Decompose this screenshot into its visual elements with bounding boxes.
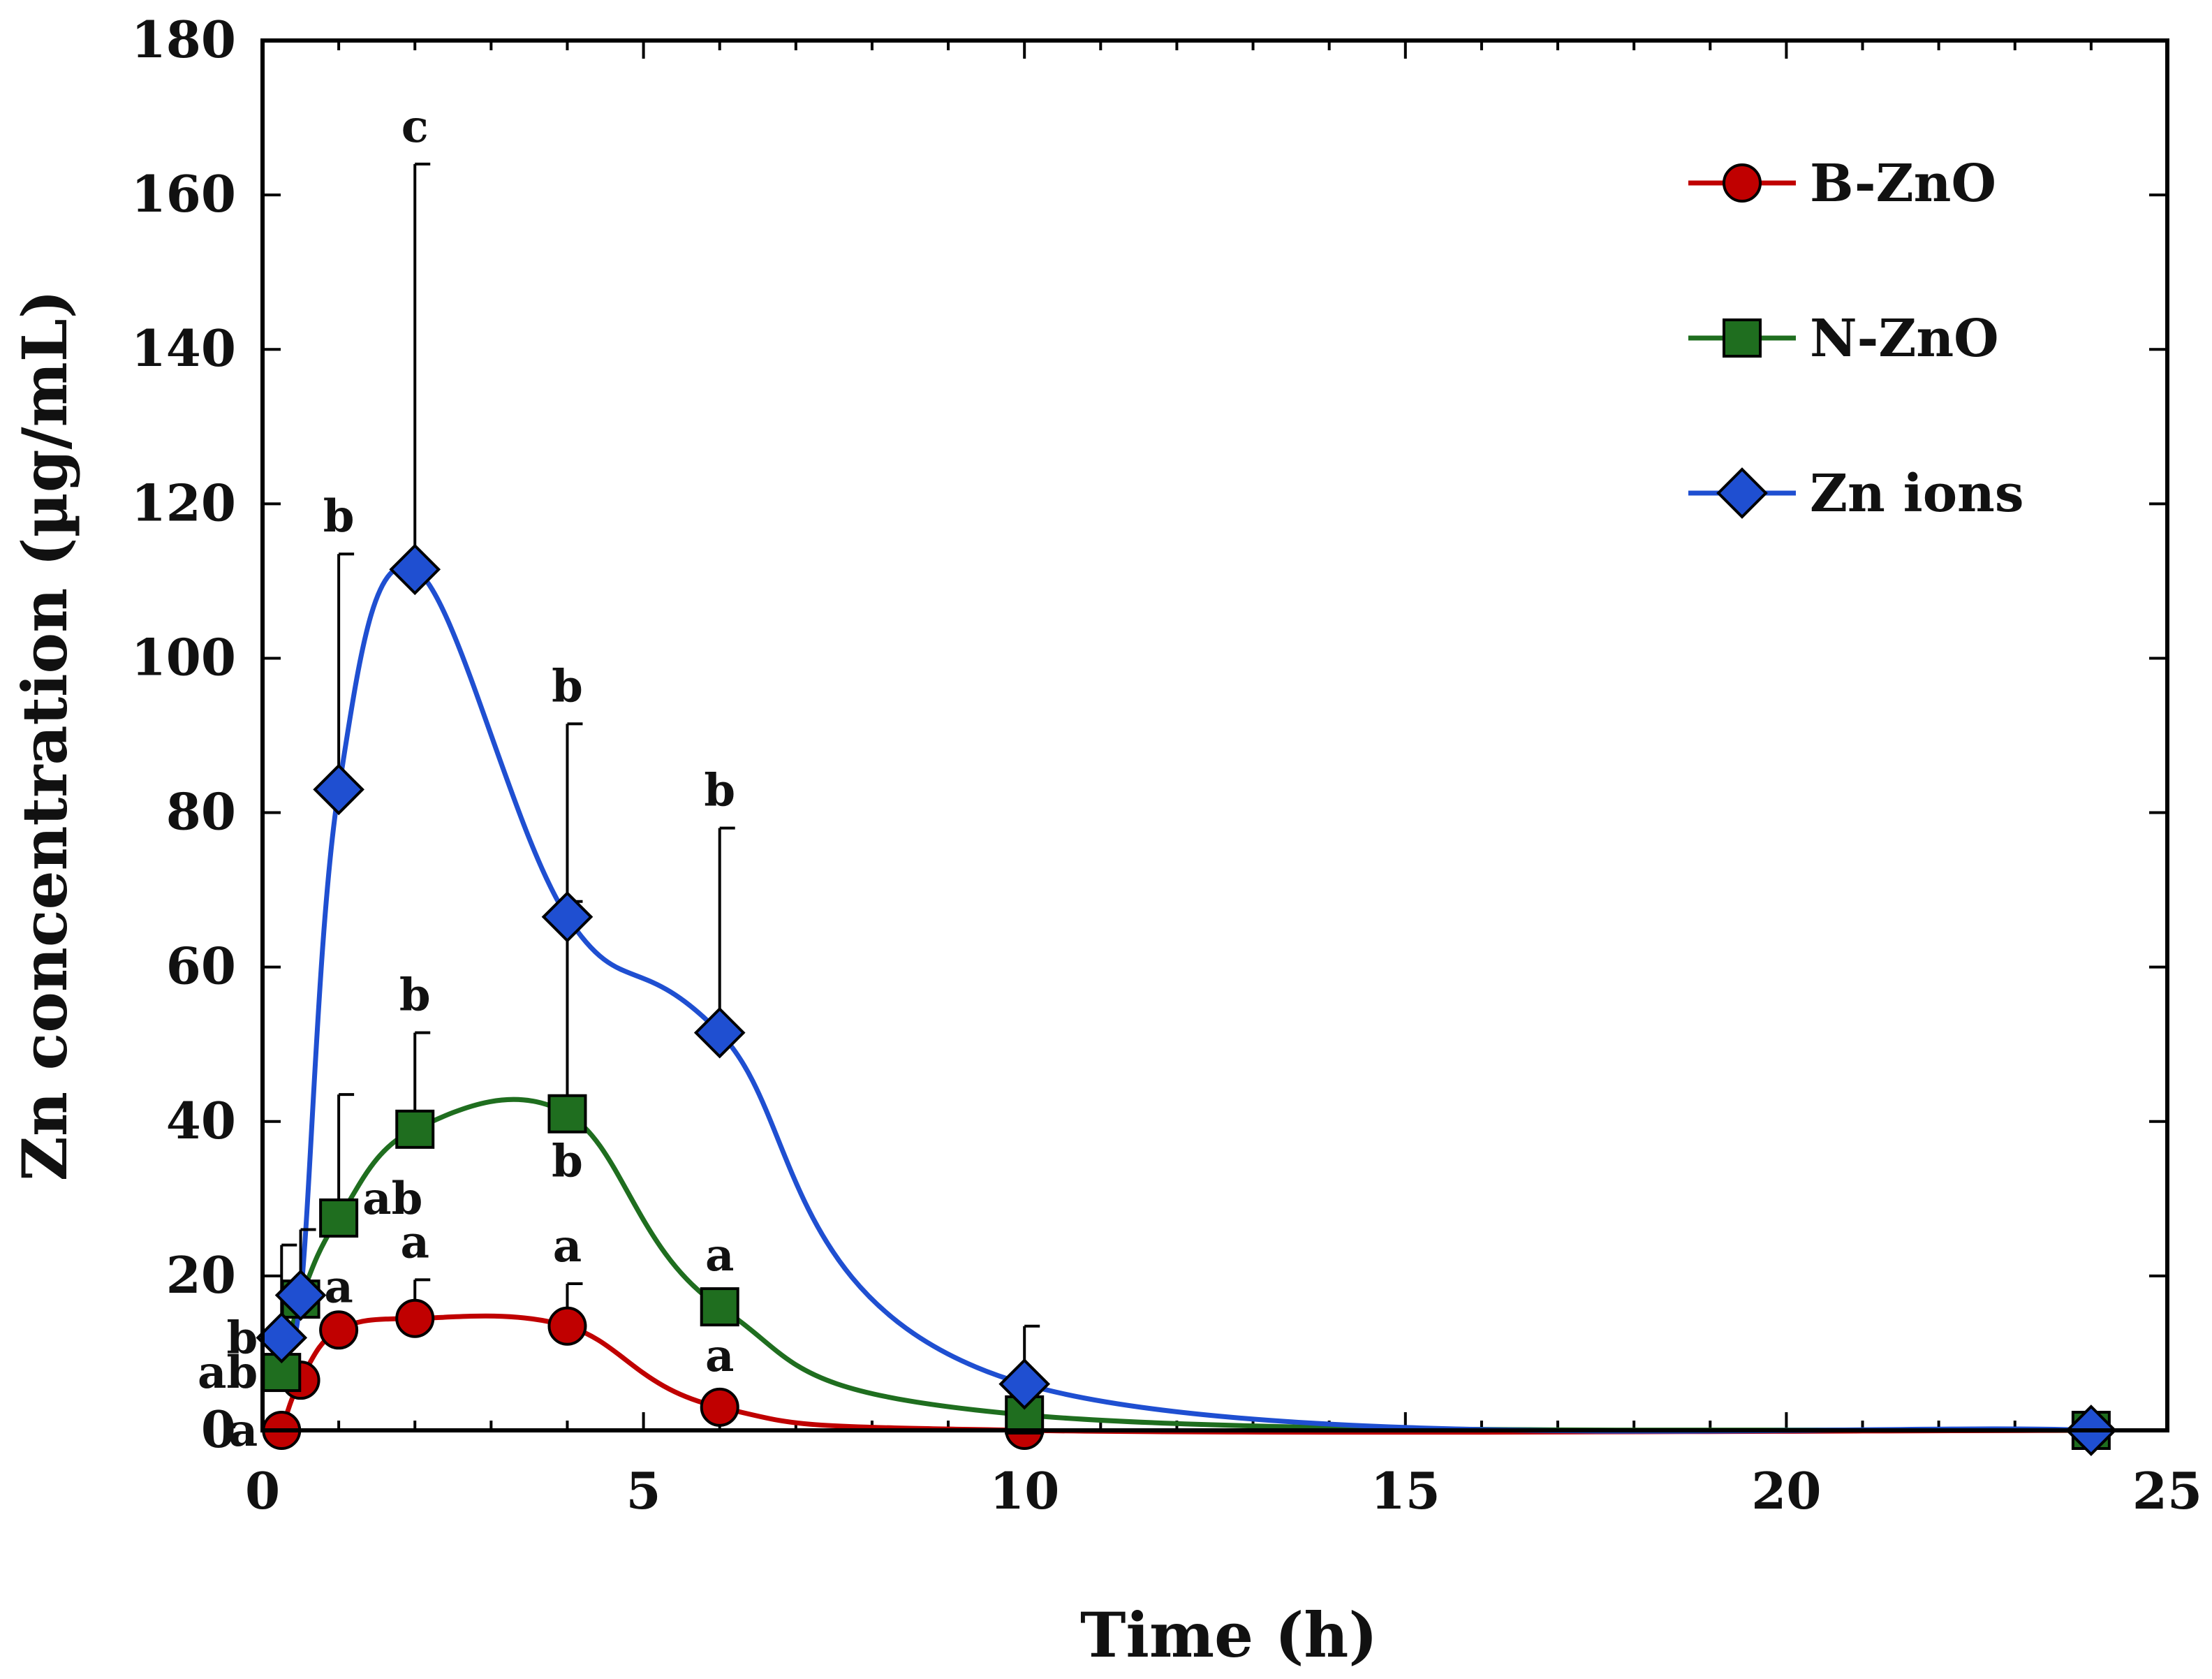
y-tick-label: 20: [166, 1245, 236, 1305]
data-point-zn-ions: [389, 543, 441, 596]
legend-label-zn-ions: Zn ions: [1810, 464, 2024, 524]
x-tick-label: 5: [626, 1461, 661, 1520]
significance-label: b: [323, 490, 355, 543]
legend: B-ZnO N-ZnO Zn ions: [1688, 154, 2024, 524]
legend-marker-n-zno: [1723, 318, 1762, 358]
y-tick-label: 160: [131, 164, 236, 223]
significance-label: b: [227, 1312, 258, 1364]
significance-label: a: [401, 1216, 429, 1268]
y-tick-label: 140: [131, 318, 236, 378]
x-tick-label: 20: [1751, 1461, 1821, 1520]
x-tick-label: 0: [245, 1461, 280, 1520]
legend-marker-b-zno: [1723, 163, 1762, 203]
significance-label: ab: [362, 1173, 422, 1225]
data-point-zn-ions: [998, 1358, 1051, 1410]
y-tick-label: 60: [166, 937, 236, 996]
significance-label: a: [324, 1261, 353, 1313]
data-point-zn-ions: [274, 1269, 327, 1321]
significance-label: a: [553, 1220, 582, 1273]
y-tick-label: 80: [166, 782, 236, 842]
significance-label: a: [705, 1330, 734, 1382]
data-point-zn-ions: [693, 1006, 746, 1059]
data-point-zn-ions: [541, 890, 593, 943]
legend-marker-zn-ions: [1716, 467, 1768, 519]
y-tick-label: 100: [131, 627, 236, 687]
data-point-n-zno: [319, 1198, 359, 1238]
y-tick-label: 120: [131, 473, 236, 532]
data-point-zn-ions: [313, 763, 364, 816]
x-axis-title: Time (h): [1080, 1599, 1378, 1671]
data-point-b-zno: [700, 1387, 739, 1427]
data-point-b-zno: [547, 1306, 587, 1346]
data-point-n-zno: [547, 1094, 587, 1134]
y-tick-label: 180: [131, 10, 236, 69]
x-tick-label: 25: [2132, 1461, 2202, 1520]
data-point-zn-ions: [256, 1312, 308, 1364]
significance-label: ab: [198, 1347, 258, 1399]
data-point-n-zno: [395, 1109, 435, 1149]
data-point-n-zno: [700, 1287, 739, 1327]
significance-label: b: [704, 765, 735, 817]
x-tick-label: 15: [1371, 1461, 1440, 1520]
significance-label: b: [552, 660, 583, 712]
significance-label: b: [552, 1136, 583, 1188]
plot-area-frame: [260, 38, 2169, 1432]
data-point-b-zno: [319, 1310, 359, 1350]
legend-label-b-zno: B-ZnO: [1810, 154, 1996, 214]
y-tick-label: 0: [201, 1400, 236, 1459]
legend-label-n-zno: N-ZnO: [1810, 309, 1999, 369]
significance-label: b: [399, 969, 431, 1022]
significance-label: a: [229, 1405, 258, 1457]
y-axis-title: Zn concentration (µg/mL): [8, 290, 81, 1181]
y-tick-label: 40: [166, 1091, 236, 1150]
data-point-b-zno: [395, 1298, 435, 1338]
significance-label: c: [401, 101, 429, 153]
x-tick-label: 10: [989, 1461, 1059, 1520]
significance-label: a: [705, 1229, 734, 1282]
